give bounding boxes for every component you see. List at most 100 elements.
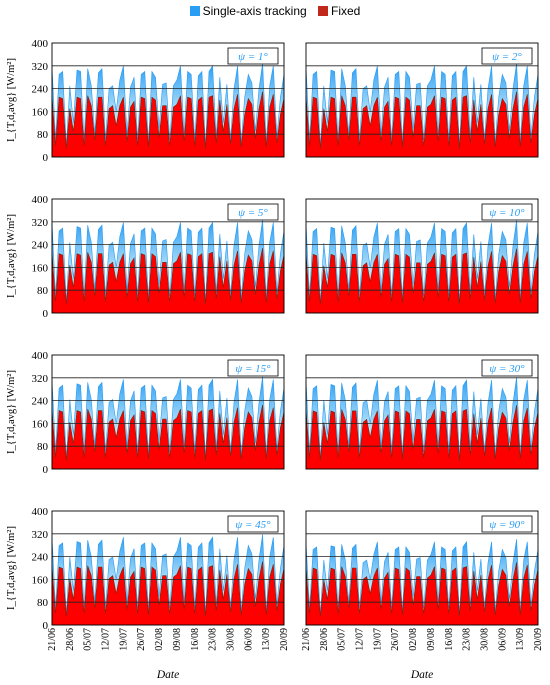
x-tick-label: 05/07 bbox=[83, 628, 94, 651]
panel-label: ψ = 10° bbox=[489, 207, 525, 219]
y-tick-label: 400 bbox=[32, 506, 49, 518]
x-axis-label: Date bbox=[410, 669, 433, 681]
x-tick-label: 23/08 bbox=[462, 628, 473, 651]
y-tick-label: 0 bbox=[43, 152, 49, 164]
legend-swatch-tracking bbox=[189, 6, 200, 16]
panel-label-box bbox=[481, 47, 533, 65]
x-tick-label: 09/08 bbox=[172, 628, 183, 651]
panel-label-box bbox=[227, 515, 279, 533]
x-tick-label: 05/07 bbox=[337, 628, 348, 651]
x-tick-label: 23/08 bbox=[208, 628, 219, 651]
panel-frame bbox=[51, 354, 285, 470]
legend-label-fixed: Fixed bbox=[331, 4, 361, 18]
panel-frame bbox=[51, 510, 285, 626]
fixed-area-6 bbox=[305, 405, 539, 470]
x-tick-label: 30/08 bbox=[226, 628, 237, 651]
x-tick-label: 21/06 bbox=[301, 628, 312, 651]
y-tick-label: 240 bbox=[32, 84, 49, 96]
x-tick-label: 16/08 bbox=[444, 628, 455, 651]
x-tick-label: 02/08 bbox=[408, 628, 419, 651]
y-tick-label: 400 bbox=[32, 350, 49, 362]
panel-frame bbox=[305, 354, 539, 470]
x-tick-label: 28/06 bbox=[65, 628, 76, 651]
y-tick-label: 0 bbox=[43, 464, 49, 476]
x-tick-label: 26/07 bbox=[390, 628, 401, 651]
x-tick-label: 20/09 bbox=[533, 628, 544, 651]
y-tick-label: 80 bbox=[37, 441, 49, 453]
panel-label: ψ = 1° bbox=[238, 51, 268, 63]
y-tick-label: 0 bbox=[43, 620, 49, 632]
panel-label-box bbox=[481, 203, 533, 221]
panel-label: ψ = 45° bbox=[235, 519, 271, 531]
panel-label-box bbox=[227, 47, 279, 65]
panel-label: ψ = 15° bbox=[235, 363, 271, 375]
panel-label: ψ = 90° bbox=[489, 519, 525, 531]
y-tick-label: 240 bbox=[32, 240, 49, 252]
panel-frame bbox=[51, 42, 285, 158]
panel-label-box bbox=[481, 359, 533, 377]
fixed-area-7 bbox=[51, 561, 285, 626]
y-tick-label: 240 bbox=[32, 552, 49, 564]
x-tick-label: 16/08 bbox=[190, 628, 201, 651]
x-axis-label: Date bbox=[156, 669, 179, 681]
y-tick-label: 240 bbox=[32, 396, 49, 408]
y-axis-label: I_{T,d,avg} [W/m²] bbox=[6, 370, 17, 454]
panel-1: ψ = 1° 0 80 160 240 320 400 I_{T,d,avg} [W/m²] bbox=[6, 38, 285, 164]
y-tick-label: 160 bbox=[32, 262, 49, 274]
fixed-area-2 bbox=[305, 91, 539, 158]
panel-frame bbox=[305, 42, 539, 158]
panel-label: ψ = 30° bbox=[489, 363, 525, 375]
x-tick-label: 12/07 bbox=[355, 628, 366, 651]
y-tick-label: 160 bbox=[32, 574, 49, 586]
y-tick-label: 80 bbox=[37, 597, 49, 609]
legend-label-tracking: Single-axis tracking bbox=[202, 4, 307, 18]
panel-label-box bbox=[227, 359, 279, 377]
legend-swatch-fixed bbox=[318, 6, 329, 16]
panel-7: ψ = 45° 0 80 160 240 320 400 I_{T,d,avg} [W/m²]… bbox=[6, 506, 290, 681]
x-tick-label: 13/09 bbox=[515, 628, 526, 651]
fixed-area-4 bbox=[305, 248, 539, 314]
panel-5: ψ = 15° 0 80 160 240 320 400 I_{T,d,avg} [W/m²] bbox=[6, 350, 285, 476]
y-tick-label: 160 bbox=[32, 106, 49, 118]
x-tick-label: 26/07 bbox=[136, 628, 147, 651]
x-tick-label: 13/09 bbox=[261, 628, 272, 651]
legend-item-tracking: Single-axis tracking bbox=[189, 4, 307, 18]
x-tick-label: 20/09 bbox=[279, 628, 290, 651]
fixed-area-3 bbox=[51, 247, 285, 314]
panel-frame bbox=[51, 198, 285, 314]
panel-8: ψ = 90° 21/06 28/06 05/07 12/07 19/07 26/07 02/… bbox=[301, 510, 544, 681]
fixed-area-5 bbox=[51, 404, 285, 470]
panel-label: ψ = 2° bbox=[492, 51, 522, 63]
panel-6: ψ = 30° bbox=[305, 354, 539, 470]
fixed-area-1 bbox=[51, 91, 285, 158]
y-tick-label: 80 bbox=[37, 129, 49, 141]
x-tick-label: 30/08 bbox=[480, 628, 491, 651]
y-tick-label: 0 bbox=[43, 308, 49, 320]
panel-3: ψ = 5° 0 80 160 240 320 400 I_{T,d,avg} [W/m²] bbox=[6, 194, 285, 320]
y-tick-label: 320 bbox=[32, 529, 49, 541]
panel-label-box bbox=[481, 515, 533, 533]
y-tick-label: 320 bbox=[32, 373, 49, 385]
y-axis-label: I_{T,d,avg} [W/m²] bbox=[6, 526, 17, 610]
x-tick-label: 06/09 bbox=[243, 628, 254, 651]
y-axis-label: I_{T,d,avg} [W/m²] bbox=[6, 58, 17, 142]
y-tick-label: 400 bbox=[32, 194, 49, 206]
panel-label-box bbox=[227, 203, 279, 221]
x-tick-label: 19/07 bbox=[372, 628, 383, 651]
x-tick-label: 21/06 bbox=[47, 628, 58, 651]
y-tick-label: 320 bbox=[32, 61, 49, 73]
panel-2: ψ = 2° bbox=[305, 42, 539, 158]
y-tick-label: 160 bbox=[32, 418, 49, 430]
x-tick-label: 28/06 bbox=[319, 628, 330, 651]
y-tick-label: 320 bbox=[32, 217, 49, 229]
panel-frame bbox=[305, 198, 539, 314]
panel-label: ψ = 5° bbox=[238, 207, 268, 219]
panel-frame bbox=[305, 510, 539, 626]
legend: Single-axis tracking Fixed bbox=[0, 4, 550, 19]
x-tick-label: 12/07 bbox=[101, 628, 112, 651]
x-tick-label: 06/09 bbox=[497, 628, 508, 651]
y-tick-label: 80 bbox=[37, 285, 49, 297]
x-tick-label: 09/08 bbox=[426, 628, 437, 651]
x-tick-label: 02/08 bbox=[154, 628, 165, 651]
